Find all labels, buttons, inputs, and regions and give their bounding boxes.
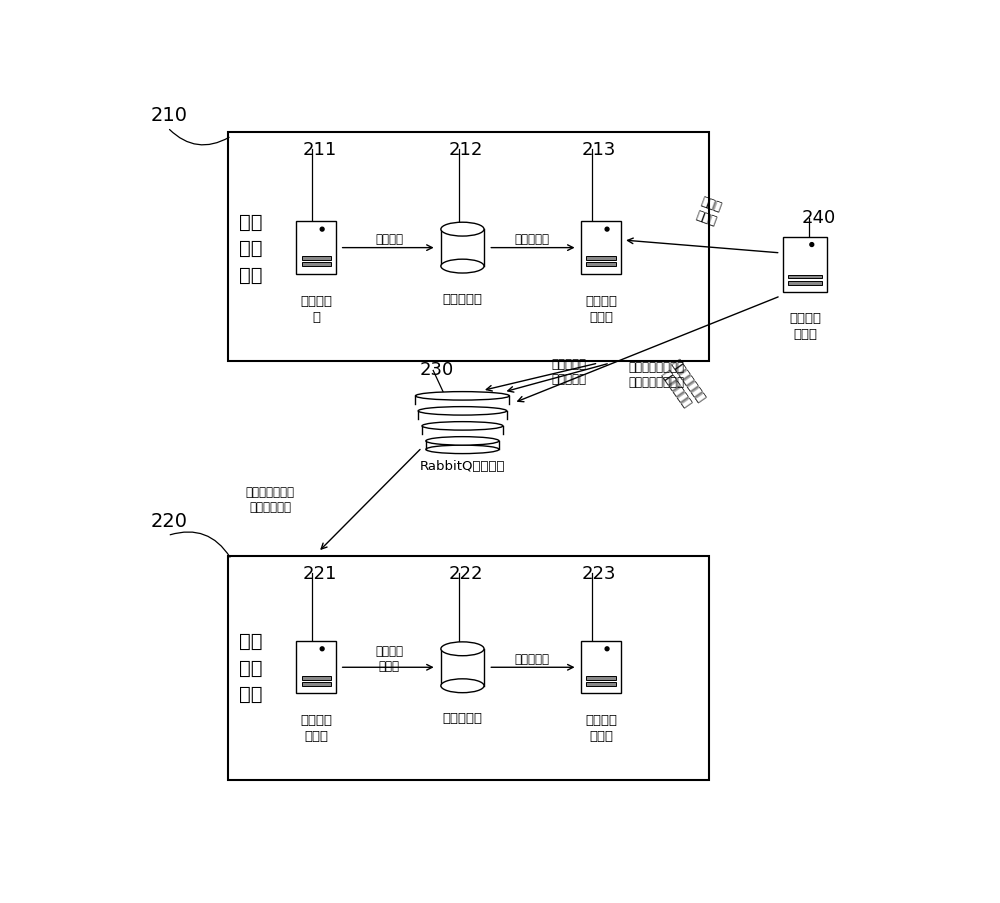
Bar: [426, 442, 499, 450]
Bar: [418, 412, 507, 420]
Bar: [296, 222, 336, 275]
Bar: [441, 649, 484, 686]
Text: 本地数据库: 本地数据库: [442, 712, 482, 724]
Ellipse shape: [441, 260, 484, 274]
Text: 查询子事务: 查询子事务: [514, 652, 549, 665]
Bar: [302, 263, 331, 266]
Text: 223: 223: [582, 564, 616, 582]
Text: 211: 211: [302, 141, 337, 159]
Text: 消息确认
服务器: 消息确认 服务器: [789, 312, 821, 340]
Bar: [581, 222, 621, 275]
Ellipse shape: [441, 679, 484, 693]
Text: RabbitQ消息队列: RabbitQ消息队列: [420, 459, 505, 472]
Bar: [586, 263, 616, 266]
Bar: [228, 556, 709, 780]
Text: 230: 230: [420, 360, 454, 378]
Circle shape: [320, 228, 324, 232]
Text: 本地数据库: 本地数据库: [442, 293, 482, 305]
Bar: [422, 426, 503, 435]
Ellipse shape: [441, 642, 484, 656]
Text: 222: 222: [449, 564, 483, 582]
Text: 220: 220: [151, 512, 188, 531]
Text: 事务接收
服务器: 事务接收 服务器: [300, 713, 332, 742]
Bar: [586, 256, 616, 261]
Text: 应用服务
器: 应用服务 器: [300, 294, 332, 323]
Ellipse shape: [415, 392, 509, 401]
Bar: [788, 282, 822, 285]
Ellipse shape: [441, 223, 484, 237]
Text: 查询消息队列中
子事务的状态: 查询消息队列中 子事务的状态: [656, 357, 707, 413]
Circle shape: [810, 243, 814, 247]
Text: 查询消
息状态: 查询消 息状态: [694, 195, 724, 228]
Ellipse shape: [422, 423, 503, 431]
Ellipse shape: [426, 446, 499, 454]
Circle shape: [605, 228, 609, 232]
Text: 写入本地
数据库: 写入本地 数据库: [375, 645, 403, 673]
Text: 查询子事务: 查询子事务: [514, 233, 549, 246]
Circle shape: [605, 647, 609, 651]
Bar: [302, 256, 331, 261]
Circle shape: [320, 647, 324, 651]
Text: 向消息队列发送确
认消息或取消消息: 向消息队列发送确 认消息或取消消息: [628, 361, 684, 389]
Text: 212: 212: [449, 141, 483, 159]
Bar: [302, 682, 331, 686]
Text: 事务
处理
节点: 事务 处理 节点: [239, 631, 262, 703]
Text: 事务
处理
节点: 事务 处理 节点: [239, 212, 262, 284]
Bar: [783, 237, 827, 293]
Bar: [296, 641, 336, 694]
Bar: [415, 396, 509, 405]
Bar: [586, 682, 616, 686]
Bar: [586, 676, 616, 680]
Text: 事务处理
服务器: 事务处理 服务器: [585, 294, 617, 323]
Text: 启动事务: 启动事务: [375, 233, 403, 246]
Text: 221: 221: [302, 564, 337, 582]
Ellipse shape: [418, 407, 507, 415]
Text: 向事务接收服务
器推送子事务: 向事务接收服务 器推送子事务: [245, 485, 294, 513]
Bar: [228, 133, 709, 361]
Bar: [788, 275, 822, 279]
Text: 240: 240: [801, 209, 836, 227]
Bar: [302, 676, 331, 680]
Bar: [441, 230, 484, 266]
Bar: [581, 641, 621, 694]
Ellipse shape: [426, 437, 499, 446]
Text: 210: 210: [151, 107, 188, 126]
Text: 213: 213: [582, 141, 616, 159]
Text: 向消息队列
发布子事务: 向消息队列 发布子事务: [551, 358, 586, 386]
Text: 事务处理
服务器: 事务处理 服务器: [585, 713, 617, 742]
